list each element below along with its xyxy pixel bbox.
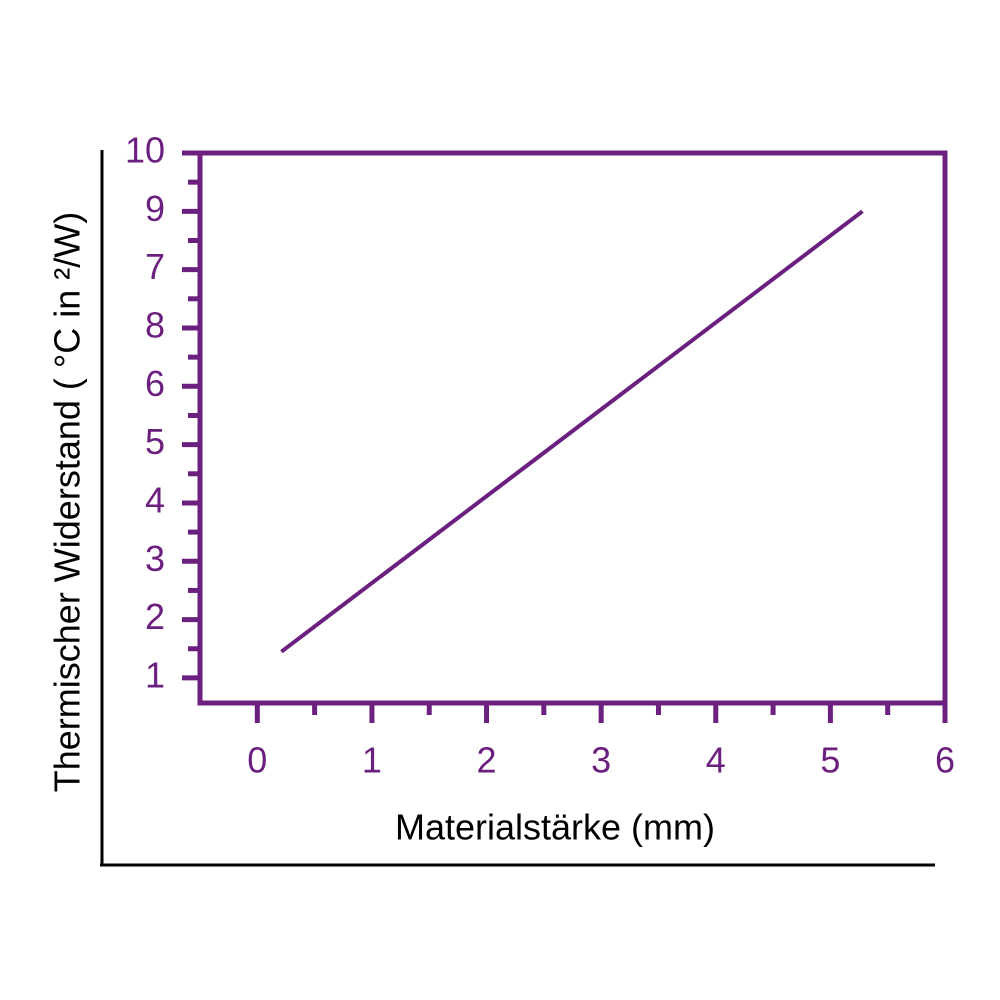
x-tick-label: 1 xyxy=(362,740,382,781)
x-tick-label: 4 xyxy=(706,740,726,781)
y-tick-label: 8 xyxy=(145,304,165,345)
plot-frame xyxy=(197,150,948,706)
y-tick-label: 5 xyxy=(145,421,165,462)
y-tick-label: 7 xyxy=(145,246,165,287)
y-tick-label: 2 xyxy=(145,596,165,637)
x-tick-label: 5 xyxy=(820,740,840,781)
x-tick-label: 2 xyxy=(477,740,497,781)
y-tick-label: 6 xyxy=(145,363,165,404)
y-tick-label: 9 xyxy=(145,188,165,229)
y-axis-title: Thermischer Widerstand ( °C in ²/W) xyxy=(47,212,88,792)
y-tick-label: 1 xyxy=(145,654,165,695)
y-tick-label: 10 xyxy=(125,130,165,171)
x-tick-label: 6 xyxy=(935,740,955,781)
x-tick-label: 0 xyxy=(247,740,267,781)
x-axis-title: Materialstärke (mm) xyxy=(395,807,715,848)
y-tick-label: 4 xyxy=(145,479,165,520)
y-tick-label: 3 xyxy=(145,538,165,579)
line-series xyxy=(280,209,864,654)
x-tick-label: 3 xyxy=(591,740,611,781)
